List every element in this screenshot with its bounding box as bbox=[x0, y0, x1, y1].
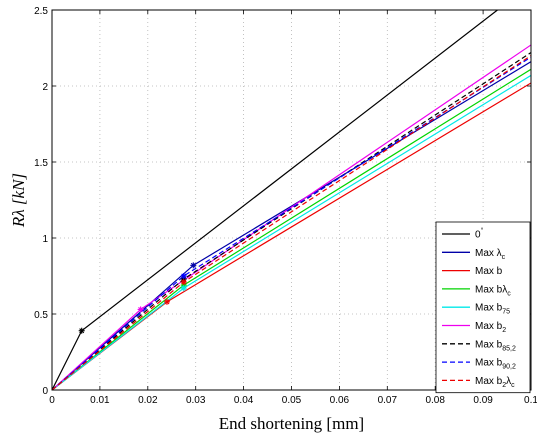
y-tick-label: 2 bbox=[42, 82, 48, 93]
y-tick-labels: 0 0.5 1 1.5 2 2.5 bbox=[34, 6, 48, 397]
y-tick-label: 0 bbox=[42, 386, 48, 397]
legend-label-2: Max λc bbox=[475, 248, 506, 261]
x-tick-label: 0.07 bbox=[378, 395, 398, 406]
x-tick-label: 0.02 bbox=[138, 395, 158, 406]
series-marker-6 bbox=[137, 306, 144, 313]
y-tick-label: 1 bbox=[42, 234, 48, 245]
x-tick-labels: 0 0.01 0.02 0.03 0.04 0.05 0.06 0.07 0.08 0.09 0.1 bbox=[49, 395, 537, 406]
legend-label-3: Max b bbox=[475, 266, 503, 277]
x-tick-label: 0.03 bbox=[186, 395, 206, 406]
y-tick-label: 2.5 bbox=[34, 6, 48, 17]
x-tick-label: 0.1 bbox=[524, 395, 537, 406]
series-marker-9 bbox=[180, 279, 187, 286]
series-marker-2 bbox=[190, 262, 197, 269]
legend: 0° Max λc Max b Max bλc Max b75 Max b2 Max b85… bbox=[435, 221, 531, 394]
series-marker-5 bbox=[180, 285, 187, 292]
x-tick-label: 0.01 bbox=[90, 395, 110, 406]
series-markers bbox=[78, 262, 197, 334]
series-marker-1 bbox=[78, 327, 85, 334]
legend-label-5: Max b75 bbox=[475, 303, 510, 316]
x-tick-label: 0.09 bbox=[473, 395, 493, 406]
y-axis-label: Rλ [kN] bbox=[9, 173, 28, 228]
legend-label-7: Max b85,2 bbox=[475, 339, 516, 352]
x-tick-label: 0.04 bbox=[234, 395, 254, 406]
legend-label-4: Max bλc bbox=[475, 284, 511, 297]
x-tick-label: 0.06 bbox=[330, 395, 350, 406]
legend-label-8: Max b90,2 bbox=[475, 358, 516, 371]
x-tick-label: 0 bbox=[49, 395, 55, 406]
y-tick-label: 1.5 bbox=[34, 158, 48, 169]
series-marker-3 bbox=[163, 298, 170, 305]
y-tick-label: 0.5 bbox=[34, 310, 48, 321]
x-tick-label: 0.05 bbox=[282, 395, 302, 406]
series-marker-8 bbox=[180, 273, 187, 279]
legend-label-6: Max b2 bbox=[475, 321, 506, 334]
series-line-8 bbox=[52, 56, 531, 390]
legend-label-1: 0° bbox=[475, 227, 484, 241]
x-axis-label: End shortening [mm] bbox=[219, 414, 364, 433]
legend-label-9: Max b2λc bbox=[475, 376, 515, 389]
x-tick-label: 0.08 bbox=[425, 395, 445, 406]
